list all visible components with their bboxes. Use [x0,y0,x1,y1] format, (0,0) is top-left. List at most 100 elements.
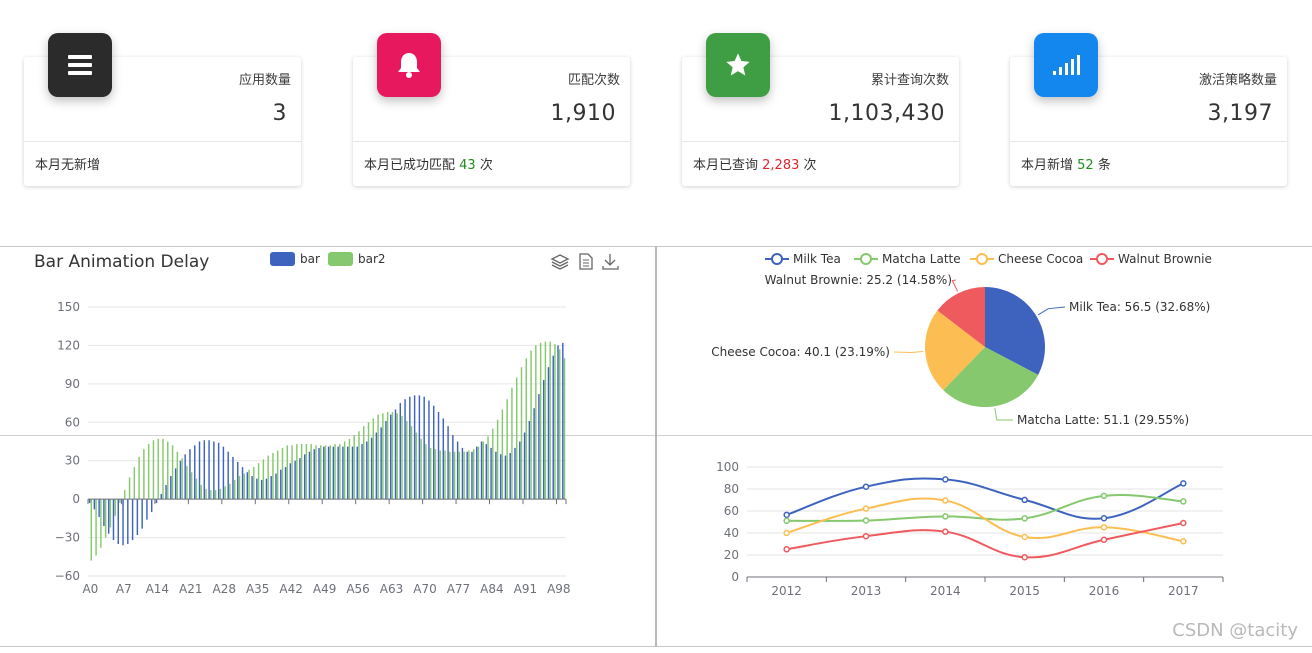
download-icon[interactable] [602,254,619,270]
stat-footer: 本月新增 52 条 [1021,154,1111,173]
bar-bar2-87 [506,399,508,500]
bar-bar2-63 [391,412,394,500]
stat-card-apps: 应用数量 3 本月无新增 [24,33,301,186]
bar-bar-45 [303,454,306,500]
stat-value: 3,197 [1207,101,1273,126]
bar-bar2-68 [415,432,418,500]
stat-footer: 本月已查询 2,283 次 [693,154,817,173]
bar-bar-63 [390,414,392,500]
line-point-1-5 [1180,498,1187,505]
bar-bar2-92 [530,350,532,500]
footer-value: 52 [1077,158,1094,173]
line-point-2-4 [1100,524,1108,531]
data-view-icon[interactable] [579,253,593,270]
legend-label-0: Milk Tea [793,252,841,266]
bar-bar-60 [375,432,378,500]
bar-bar-14 [155,499,158,503]
bar-bar-57 [361,444,363,500]
bar-bar-4 [107,499,110,534]
bar-bar2-75 [449,451,451,500]
bar-bar-95 [542,380,545,500]
bar-bar-40 [280,469,282,500]
bar-bar2-29 [229,483,231,500]
card-divider [24,141,301,142]
bar-bar-2 [98,499,100,518]
chart-legend[interactable]: bar bar2 [270,252,386,266]
pie-slice-1 [943,347,1039,407]
line-point-3-4 [1100,536,1108,543]
bar-bar-1 [93,499,96,510]
line-point-0-5 [1180,480,1187,487]
line-point-3-3 [1021,553,1028,561]
bar-bar2-48 [320,445,322,500]
bar-bar2-4 [109,499,112,528]
bar-bar2-24 [205,488,207,500]
bar-bar2-74 [444,450,446,500]
stat-label: 累计查询次数 [870,73,949,88]
bar-bar-56 [356,446,358,500]
bar-bar-39 [275,473,277,500]
bar-bar-49 [323,446,325,500]
bar-bar2-47 [315,445,317,500]
bar-bar-15 [160,494,162,500]
line-point-2-0 [783,529,790,537]
legend-swatch-bar[interactable] [270,252,295,266]
bar-bar2-78 [463,451,465,500]
y-tick-label: 60 [724,504,739,518]
stat-footer: 本月无新增 [35,154,100,173]
pie-slice-0 [985,287,1045,375]
bar-bar-5 [112,499,115,541]
line-point-2-3 [1021,533,1028,541]
y-tick-label: −30 [55,531,80,545]
line-point-3-5 [1180,519,1187,527]
chart-legend[interactable]: Milk Tea Matcha Latte Cheese Cocoa Walnut B… [765,252,1212,266]
x-tick-label: A63 [380,582,403,596]
x-tick-label: A56 [346,582,369,596]
bar-bar-11 [141,499,143,529]
bar-bar2-46 [310,444,312,500]
bar-bar-43 [294,460,296,500]
bar-bar2-69 [420,438,422,500]
bar-bar-3 [103,499,105,527]
line-point-1-0 [783,517,790,525]
bar-bar2-30 [233,479,236,500]
bar-bar2-36 [262,459,265,500]
bar-bar-8 [127,499,129,544]
bar-bar2-14 [157,438,159,500]
bar-bar2-77 [458,451,461,500]
bar-bar2-99 [563,358,566,500]
bar-bar-34 [251,476,253,500]
bar-bar2-5 [114,499,116,516]
bar-bar-62 [385,421,387,500]
bar-bar2-6 [119,499,121,503]
legend-marker-3 [1096,253,1108,265]
bar-bar-85 [495,451,497,500]
line-point-0-0 [783,511,790,519]
line-point-0-1 [862,483,870,490]
x-tick-label: A98 [547,582,570,596]
bar-bar2-61 [382,413,384,500]
bar-bar-75 [447,426,449,500]
bar-bar-52 [337,446,339,500]
footer-value: 2,283 [762,158,800,173]
stack-icon[interactable] [550,254,570,270]
legend-swatch-bar2[interactable] [328,252,353,266]
bar-bar-37 [265,478,268,500]
legend-label-bar2[interactable]: bar2 [358,252,386,266]
bar-bar-97 [552,355,554,500]
bar-bar2-32 [243,473,245,500]
bar-bar2-44 [300,444,303,500]
chart-title: Bar Animation Delay [34,252,209,272]
legend-label-bar[interactable]: bar [300,252,320,266]
bar-bar2-97 [554,344,556,500]
bar-bar-26 [213,441,215,500]
bar-bar2-43 [296,444,298,500]
bar-bar-36 [260,479,263,500]
bar-bar2-22 [195,478,198,500]
line-series-0 [786,477,1184,520]
pie-label-0: Milk Tea: 56.5 (32.68%) [1069,300,1210,314]
footer-prefix: 本月已查询 [693,158,759,173]
bell-icon [377,33,441,97]
bar-bar2-16 [167,441,169,500]
x-tick-label: 2016 [1089,584,1120,598]
